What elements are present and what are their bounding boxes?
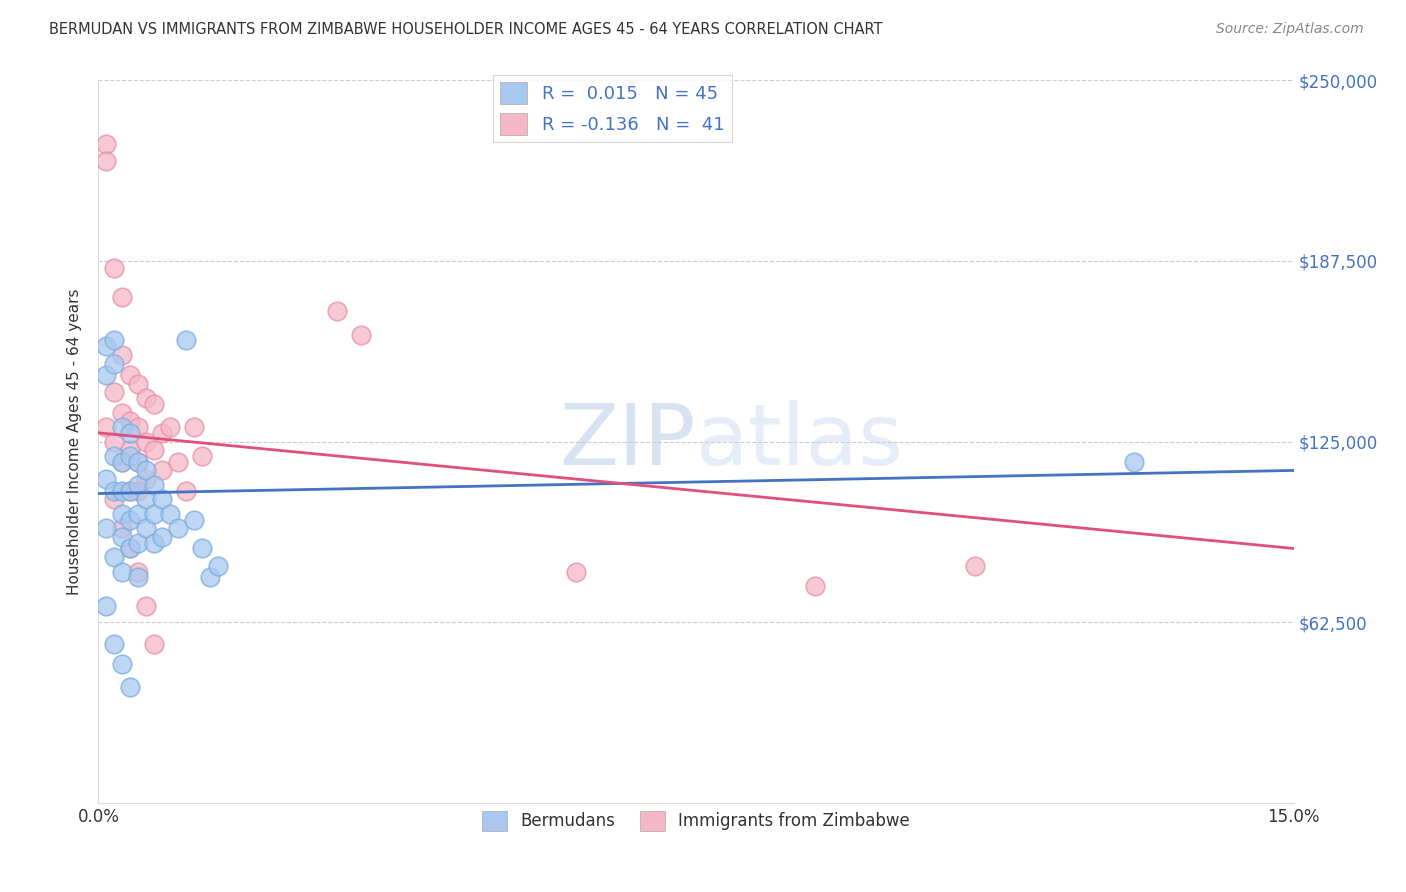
Point <box>127 483 149 498</box>
Point <box>150 530 173 544</box>
Point <box>135 521 157 535</box>
Point <box>143 397 166 411</box>
Point <box>207 558 229 573</box>
Point <box>120 414 142 428</box>
Point <box>326 304 349 318</box>
Point <box>804 579 827 593</box>
Point <box>111 483 134 498</box>
Point <box>135 472 157 486</box>
Point <box>1123 455 1146 469</box>
Point <box>127 478 149 492</box>
Point <box>111 530 134 544</box>
Point <box>127 570 149 584</box>
Point <box>127 420 149 434</box>
Point <box>120 425 142 440</box>
Point <box>150 492 173 507</box>
Point <box>103 357 125 371</box>
Point <box>111 657 134 671</box>
Point <box>135 599 157 614</box>
Point <box>143 637 166 651</box>
Point <box>120 541 142 556</box>
Point <box>103 334 125 348</box>
Point <box>120 512 142 526</box>
Point <box>120 680 142 694</box>
Point <box>96 472 118 486</box>
Point <box>111 455 134 469</box>
Text: Source: ZipAtlas.com: Source: ZipAtlas.com <box>1216 22 1364 37</box>
Point <box>174 483 197 498</box>
Point <box>103 492 125 507</box>
Point <box>127 376 149 391</box>
Point <box>143 443 166 458</box>
Point <box>143 478 166 492</box>
Point <box>120 449 142 463</box>
Point <box>135 492 157 507</box>
Point <box>96 420 118 434</box>
Point <box>120 483 142 498</box>
Point <box>135 391 157 405</box>
Point <box>565 565 588 579</box>
Point <box>103 483 125 498</box>
Point <box>127 455 149 469</box>
Point <box>150 425 173 440</box>
Point <box>111 565 134 579</box>
Point <box>350 327 373 342</box>
Point <box>191 541 214 556</box>
Point <box>159 507 181 521</box>
Point <box>150 463 173 477</box>
Text: BERMUDAN VS IMMIGRANTS FROM ZIMBABWE HOUSEHOLDER INCOME AGES 45 - 64 YEARS CORRE: BERMUDAN VS IMMIGRANTS FROM ZIMBABWE HOU… <box>49 22 883 37</box>
Point <box>111 420 134 434</box>
Point <box>135 463 157 477</box>
Point <box>111 507 134 521</box>
Point <box>183 512 205 526</box>
Point <box>111 521 134 535</box>
Point <box>103 261 125 276</box>
Point <box>183 420 205 434</box>
Point <box>111 455 134 469</box>
Point <box>96 521 118 535</box>
Point <box>143 507 166 521</box>
Point <box>96 154 118 169</box>
Point <box>167 455 190 469</box>
Point <box>135 434 157 449</box>
Point <box>111 406 134 420</box>
Point <box>120 368 142 382</box>
Point <box>103 434 125 449</box>
Point <box>111 348 134 362</box>
Point <box>963 558 986 573</box>
Text: ZIP: ZIP <box>560 400 696 483</box>
Point <box>167 521 190 535</box>
Point <box>103 449 125 463</box>
Point <box>103 550 125 565</box>
Point <box>174 334 197 348</box>
Point <box>96 136 118 151</box>
Point <box>159 420 181 434</box>
Point <box>127 535 149 549</box>
Point <box>127 565 149 579</box>
Text: atlas: atlas <box>696 400 904 483</box>
Point <box>103 637 125 651</box>
Point <box>191 449 214 463</box>
Point <box>120 483 142 498</box>
Point <box>127 507 149 521</box>
Point <box>111 290 134 304</box>
Point <box>143 535 166 549</box>
Point <box>96 599 118 614</box>
Point <box>120 443 142 458</box>
Point <box>96 339 118 353</box>
Y-axis label: Householder Income Ages 45 - 64 years: Householder Income Ages 45 - 64 years <box>67 288 83 595</box>
Point <box>198 570 221 584</box>
Point <box>96 368 118 382</box>
Point <box>103 385 125 400</box>
Legend: Bermudans, Immigrants from Zimbabwe: Bermudans, Immigrants from Zimbabwe <box>475 805 917 838</box>
Point <box>120 541 142 556</box>
Point <box>127 455 149 469</box>
